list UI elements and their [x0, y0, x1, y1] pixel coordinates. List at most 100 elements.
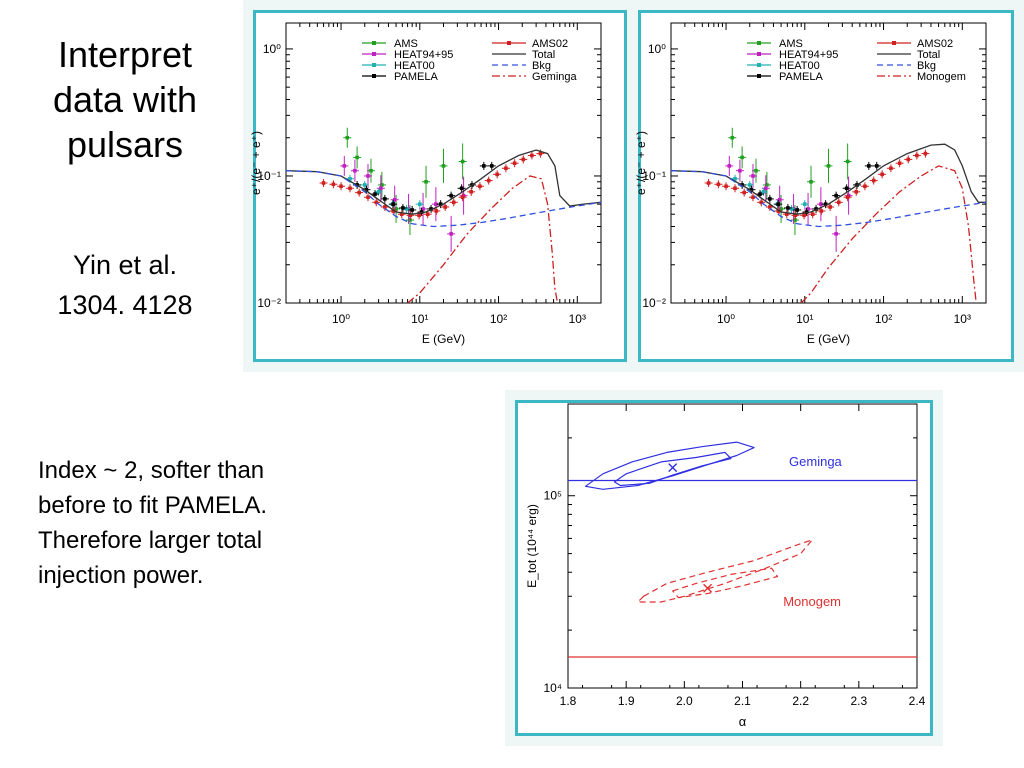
ams02-point — [863, 184, 867, 189]
legend-label: HEAT94+95 — [394, 49, 453, 61]
ams02-point — [784, 212, 789, 217]
legend-marker — [757, 52, 761, 56]
note-line: injection power. — [38, 562, 204, 589]
ams02-point — [486, 178, 491, 183]
pamela-point — [401, 206, 405, 210]
plot-frame — [567, 403, 918, 689]
legend-marker — [372, 52, 376, 56]
heat00-point — [802, 202, 807, 206]
heat94-95-point — [727, 164, 732, 168]
legend-marker — [757, 41, 761, 45]
title-line: pulsars — [66, 124, 184, 165]
y-tick-label: 10⁰ — [263, 42, 281, 56]
monogem-label: Monogem — [783, 594, 841, 609]
reference-line: Yin et al. — [72, 250, 178, 280]
ams02-point — [802, 213, 806, 218]
legend-label: Bkg — [917, 60, 936, 72]
chart-panel-contour: 1.8 1.9 2.0 2.1 2.2 2.3 2.4 10⁴ 10⁵ α E_tot (10⁴⁴ … — [505, 390, 943, 746]
legend-label: AMS — [394, 38, 418, 50]
x-tick-label: 2.2 — [792, 694, 809, 708]
ams02-point — [880, 172, 884, 177]
heat94-95-point — [764, 186, 768, 191]
slide-title: Interpret data with pulsars — [20, 32, 230, 167]
ams-point — [424, 179, 428, 184]
heat00-point — [348, 176, 352, 181]
ams02-point — [906, 157, 911, 162]
ams02-point — [871, 178, 876, 183]
note-line: Index ~ 2, softer than — [38, 457, 265, 484]
ams02-point — [759, 200, 764, 205]
y-axis-label: E_tot (10⁴⁴ erg) — [525, 504, 539, 588]
ams02-point — [408, 213, 413, 218]
legend-marker — [507, 41, 511, 45]
ams02-point — [706, 181, 711, 185]
y-tick-label: 10⁻² — [642, 296, 666, 310]
note-line: before to fit PAMELA. — [38, 492, 267, 519]
geminga-inner-contour — [613, 451, 732, 487]
legend-label: Monogem — [917, 71, 966, 83]
ams02-point — [366, 195, 370, 200]
legend-label: Total — [532, 49, 555, 61]
ams-point — [809, 179, 813, 184]
legend-marker — [372, 41, 376, 45]
heat94-95-point — [353, 168, 357, 173]
y-tick-label: 10⁰ — [648, 42, 666, 56]
ams02-point — [845, 195, 850, 200]
monogem-inner-contour — [672, 567, 778, 599]
pamela-point — [383, 197, 387, 201]
ams02-point — [819, 209, 824, 213]
ams02-point — [434, 209, 439, 213]
ams02-point — [504, 166, 508, 171]
legend-label: Geminga — [532, 71, 578, 83]
heat00-point — [376, 190, 381, 194]
y-tick-label: 10⁻² — [257, 296, 281, 310]
heat94-95-point — [342, 164, 347, 168]
x-tick-label: 2.4 — [909, 694, 926, 708]
heat94-95-point — [751, 174, 755, 178]
legend-marker — [757, 74, 761, 78]
heat00-point — [733, 176, 737, 181]
pamela-point — [459, 186, 464, 191]
heat94-95-point — [834, 232, 838, 236]
ams-point — [793, 218, 797, 222]
pamela-point — [749, 187, 754, 192]
ams02-point — [399, 212, 404, 217]
heat94-95-point — [379, 186, 383, 191]
pamela-point — [844, 186, 849, 191]
pamela-point — [874, 164, 879, 168]
legend-label: AMS — [779, 38, 803, 50]
legend-label: Bkg — [532, 60, 551, 72]
ams02-point — [521, 157, 526, 162]
y-tick-label: 10⁻¹ — [642, 169, 666, 183]
total-curve — [671, 143, 986, 215]
x-tick-label: 10² — [490, 312, 507, 326]
positron-fraction-chart-monogem: 10⁰ 10¹ 10² 10³ 10⁰ 10⁻¹ 10⁻² E (GeV) e⁺/(e⁻ + e… — [634, 22, 987, 346]
title-line: Interpret — [57, 34, 193, 75]
ams02-point — [391, 209, 396, 213]
ams02-point — [889, 166, 893, 171]
legend-label: AMS02 — [532, 38, 568, 50]
monogem-best-fit-marker — [703, 583, 713, 593]
reference: Yin et al. 1304. 4128 — [20, 245, 230, 325]
ams-point — [441, 164, 446, 168]
x-tick-label: 10³ — [954, 312, 971, 326]
heat94-95-point — [434, 202, 438, 206]
ams02-point — [451, 200, 456, 205]
ams-point — [394, 207, 398, 211]
pamela-point — [786, 206, 790, 210]
x-tick-label: 2.0 — [676, 694, 693, 708]
pamela-point — [758, 192, 762, 196]
geminga-best-fit-marker — [668, 463, 678, 473]
legend-marker — [757, 63, 761, 67]
ams02-point — [915, 153, 919, 158]
legend-marker — [372, 63, 376, 67]
y-axis-label: e⁺/(e⁻ + e⁺) — [634, 131, 648, 195]
pamela-point — [814, 207, 818, 211]
x-tick-label: 1.8 — [560, 694, 577, 708]
reference-line: 1304. 4128 — [57, 290, 193, 320]
note-line: Therefore larger total — [38, 527, 263, 554]
chart-panel-monogem: 10⁰ 10¹ 10² 10³ 10⁰ 10⁻¹ 10⁻² E (GeV) e⁺/(e⁻ + e… — [628, 0, 1024, 372]
ams-point — [408, 218, 412, 222]
pamela-point — [489, 164, 494, 168]
